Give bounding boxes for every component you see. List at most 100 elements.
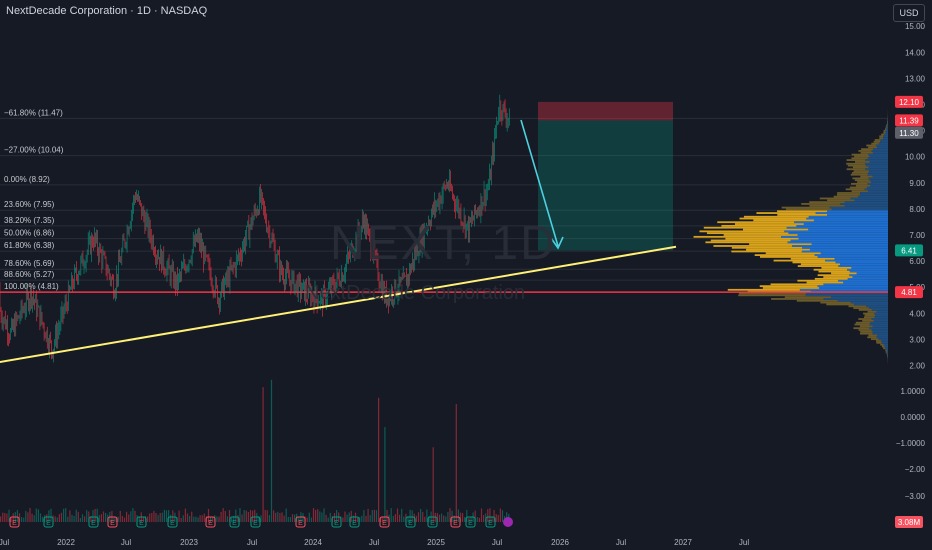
price-label-text: 4.81	[901, 288, 917, 297]
earnings-marker[interactable]	[229, 516, 240, 528]
volume-profile-bar	[878, 338, 888, 341]
volume-bar	[409, 509, 411, 522]
earnings-marker[interactable]	[136, 516, 147, 528]
earnings-marker[interactable]	[331, 516, 342, 528]
volume-profile-bar	[800, 263, 841, 266]
volume-profile-bar	[713, 245, 792, 247]
earnings-marker-label: E	[232, 520, 237, 527]
earnings-marker-label: E	[453, 520, 458, 527]
volume-profile-bar	[869, 155, 888, 158]
currency-button[interactable]: USD	[893, 4, 925, 22]
price-axis-tick: 15.00	[905, 22, 926, 31]
volume-bar	[478, 517, 480, 522]
volume-profile-bar	[866, 144, 877, 147]
earnings-marker[interactable]	[485, 516, 496, 528]
time-axis[interactable]	[0, 535, 932, 550]
earnings-marker[interactable]	[88, 516, 99, 528]
volume-bar	[117, 516, 119, 522]
volume-profile-bar	[796, 299, 838, 302]
volume-profile-bar	[885, 131, 888, 134]
volume-bar	[132, 508, 134, 522]
price-label-text: 3.08M	[898, 518, 921, 527]
position-target-zone[interactable]	[538, 120, 673, 251]
earnings-marker[interactable]	[379, 516, 390, 528]
volume-profile-bar	[809, 204, 845, 207]
volume-profile-bar	[873, 148, 888, 151]
volume-bar	[422, 511, 424, 522]
volume-profile-bar	[876, 310, 888, 313]
volume-bar	[380, 517, 382, 522]
volume-profile-bar	[837, 299, 888, 302]
volume-bar	[12, 513, 14, 522]
volume-bar	[327, 517, 329, 522]
volume-bar	[216, 516, 218, 522]
volume-profile-bar	[880, 343, 884, 346]
volume-profile-bar	[858, 195, 888, 198]
projection-arrowhead	[550, 236, 564, 250]
volume-profile-bar	[854, 303, 888, 306]
price-axis[interactable]	[893, 0, 932, 535]
projection-arrow[interactable]	[520, 119, 559, 247]
volume-bar	[386, 509, 388, 522]
earnings-marker-label: E	[170, 520, 175, 527]
time-axis-tick: Jul	[247, 538, 257, 547]
earnings-marker[interactable]	[250, 516, 261, 528]
volume-bar	[115, 517, 117, 522]
volume-profile-bar	[865, 164, 888, 167]
volume-bar	[222, 508, 224, 522]
volume-bar	[60, 512, 63, 522]
volume-profile-bar	[796, 224, 888, 227]
volume-bar	[390, 508, 392, 522]
price-axis-tick: 4.00	[909, 309, 925, 318]
volume-bar	[182, 515, 184, 522]
time-axis-tick: Jul	[121, 538, 131, 547]
earnings-marker[interactable]	[349, 516, 360, 528]
volume-bar	[29, 508, 31, 522]
earnings-marker[interactable]	[295, 516, 306, 528]
earnings-marker[interactable]	[427, 516, 438, 528]
earnings-marker[interactable]	[43, 516, 54, 528]
earnings-marker[interactable]	[465, 516, 476, 528]
volume-profile-bar	[781, 206, 830, 209]
volume-bar	[401, 508, 403, 522]
volume-bar	[2, 512, 4, 522]
volume-profile-bar	[868, 166, 888, 169]
volume-profile-bar	[809, 201, 845, 204]
volume-profile-bar	[859, 193, 888, 196]
volume-bar	[79, 517, 81, 522]
volume-bar	[411, 510, 413, 522]
volume-bar	[42, 516, 44, 522]
volume-profile-bar	[827, 214, 888, 216]
volume-profile-bar	[845, 188, 865, 191]
earnings-marker[interactable]	[205, 516, 216, 528]
volume-bar	[50, 508, 52, 522]
volume-profile-bar	[847, 277, 888, 280]
earnings-marker[interactable]	[9, 516, 20, 528]
volume-profile-bar	[814, 254, 888, 256]
earnings-marker[interactable]	[167, 516, 178, 528]
earnings-marker[interactable]	[107, 516, 118, 528]
earnings-marker[interactable]	[450, 516, 461, 528]
volume-bar	[10, 517, 12, 522]
earnings-marker[interactable]	[405, 516, 416, 528]
volume-profile-bar	[838, 265, 888, 267]
trendline[interactable]	[0, 245, 677, 366]
volume-profile-bar	[756, 212, 816, 214]
time-axis-tick: Jul	[369, 538, 379, 547]
earnings-marker-label: E	[352, 520, 357, 527]
volume-profile-bar	[788, 232, 888, 235]
volume-bar	[291, 514, 294, 522]
volume-bar	[449, 508, 451, 522]
position-stop-zone[interactable]	[538, 101, 673, 121]
volume-profile-bar	[723, 234, 798, 236]
earnings-marker-label: E	[12, 520, 17, 527]
volume-bar	[462, 513, 464, 522]
volume-bar	[476, 517, 478, 522]
volume-profile-bar	[785, 208, 832, 211]
volume-profile-bar	[784, 230, 888, 233]
dividend-marker[interactable]	[503, 517, 513, 527]
volume-bar	[254, 509, 256, 522]
volume-profile-bar	[867, 190, 888, 193]
